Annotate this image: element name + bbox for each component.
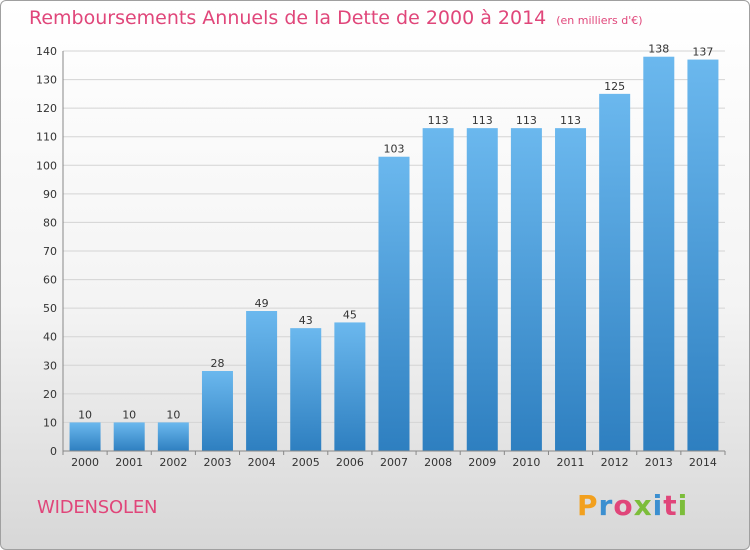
data-label: 113 [428, 114, 449, 127]
data-label: 103 [384, 143, 405, 156]
data-label: 10 [122, 408, 136, 421]
bar [113, 422, 145, 451]
bar [290, 328, 322, 451]
y-tick-label: 70 [43, 245, 57, 258]
x-tick-label: 2009 [468, 456, 496, 469]
bar [643, 56, 675, 451]
axes: 0 10 20 30 40 50 60 70 80 90 100 110 120 130 140 2000 20… [36, 45, 726, 469]
logo-letter: P [577, 489, 599, 522]
data-label: 138 [648, 43, 669, 56]
bar [599, 93, 631, 451]
data-label: 43 [299, 314, 313, 327]
bars: 10 10 10 28 49 43 45 103 113 113 113 113 125 138 137 [69, 43, 719, 451]
logo-letter: x [633, 489, 653, 522]
data-label: 45 [343, 308, 357, 321]
chart-title-text: Remboursements Annuels de la Dette de 20… [29, 7, 547, 29]
y-tick-label: 0 [50, 445, 57, 458]
chart-title: Remboursements Annuels de la Dette de 20… [29, 7, 643, 29]
x-tick-label: 2001 [115, 456, 143, 469]
data-label: 113 [560, 114, 581, 127]
y-tick-label: 140 [36, 45, 57, 58]
logo-letter: t [663, 489, 678, 522]
y-tick-label: 60 [43, 274, 57, 287]
y-tick-label: 40 [43, 331, 57, 344]
bar [157, 422, 189, 451]
y-tick-label: 130 [36, 74, 57, 87]
data-label: 137 [692, 46, 713, 59]
x-tick-label: 2007 [380, 456, 408, 469]
data-label: 125 [604, 80, 625, 93]
y-tick-label: 110 [36, 131, 57, 144]
logo-letter: i [677, 489, 689, 522]
unit-note: (en milliers d'€) [556, 14, 643, 27]
x-tick-label: 2006 [336, 456, 364, 469]
logo-letter: i [652, 489, 664, 522]
x-tick-label: 2003 [203, 456, 231, 469]
bar [422, 128, 454, 451]
bar [378, 156, 410, 451]
y-tick-label: 20 [43, 388, 57, 401]
y-tick-label: 50 [43, 302, 57, 315]
y-tick-label: 100 [36, 159, 57, 172]
y-tick-label: 10 [43, 416, 57, 429]
x-tick-label: 2012 [601, 456, 629, 469]
bar [687, 59, 719, 451]
data-label: 28 [210, 357, 224, 370]
x-tick-label: 2008 [424, 456, 452, 469]
bar [510, 128, 542, 451]
proxiti-logo: Proxiti [577, 489, 688, 522]
bar [246, 311, 278, 451]
data-label: 113 [516, 114, 537, 127]
x-tick-label: 2004 [248, 456, 276, 469]
bar [466, 128, 498, 451]
x-tick-label: 2013 [645, 456, 673, 469]
bar [334, 322, 366, 451]
data-label: 49 [255, 297, 269, 310]
commune-name: WIDENSOLEN [37, 497, 158, 518]
bar [555, 128, 587, 451]
y-tick-label: 90 [43, 188, 57, 201]
data-label: 10 [78, 408, 92, 421]
bar [201, 371, 233, 451]
x-tick-label: 2014 [689, 456, 717, 469]
x-tick-label: 2005 [292, 456, 320, 469]
bar [69, 422, 101, 451]
x-tick-label: 2010 [512, 456, 540, 469]
y-tick-label: 30 [43, 359, 57, 372]
data-label: 10 [166, 408, 180, 421]
y-tick-label: 80 [43, 216, 57, 229]
y-tick-label: 120 [36, 102, 57, 115]
logo-letter: o [613, 489, 634, 522]
data-label: 113 [472, 114, 493, 127]
x-tick-label: 2002 [159, 456, 187, 469]
x-tick-label: 2000 [71, 456, 99, 469]
logo-letter: r [598, 489, 614, 522]
x-tick-label: 2011 [557, 456, 585, 469]
